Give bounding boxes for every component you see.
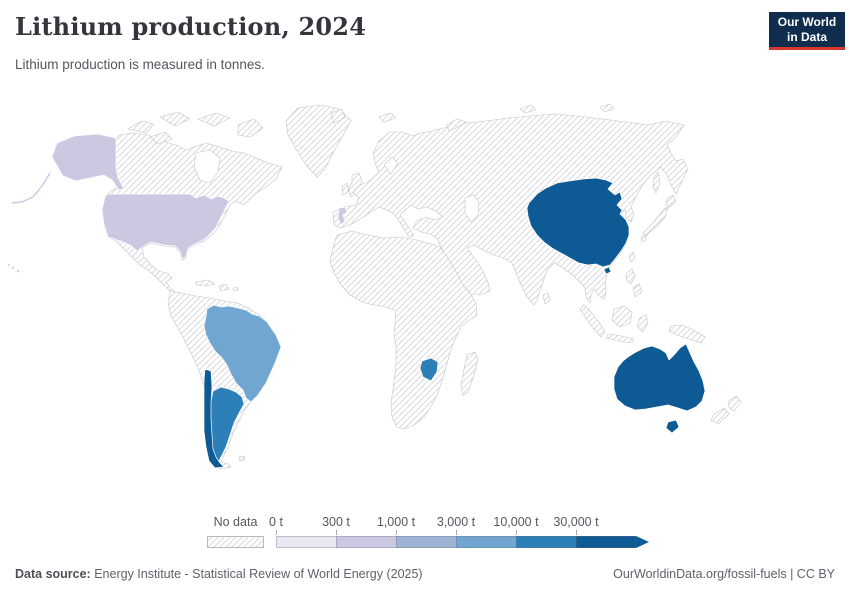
page-subtitle: Lithium production is measured in tonnes… (15, 57, 265, 72)
legend-no-data-label: No data (213, 515, 258, 529)
country-portugal[interactable] (337, 206, 348, 226)
landmass-japan (640, 194, 677, 243)
footer: Data source: Energy Institute - Statisti… (15, 567, 835, 581)
legend-bin-0[interactable] (276, 536, 336, 548)
legend-color-bar (276, 536, 636, 548)
landmass-greenland (285, 104, 352, 178)
legend-tick-5: 30,000 t (553, 515, 599, 529)
landmass-madagascar (460, 351, 479, 397)
country-united-states[interactable] (101, 193, 230, 260)
legend-no-data-swatch[interactable] (207, 536, 264, 548)
landmass-new-zealand (710, 395, 742, 425)
legend-bin-1[interactable] (336, 536, 396, 548)
data-source-note: Data source: Energy Institute - Statisti… (15, 567, 423, 581)
country-argentina[interactable] (209, 386, 245, 462)
legend-bin-3[interactable] (456, 536, 516, 548)
landmass-sri-lanka (542, 292, 551, 305)
country-china[interactable] (526, 177, 630, 275)
landmass-philippines (625, 268, 643, 298)
country-chile[interactable] (203, 368, 225, 469)
country-australia[interactable] (613, 343, 706, 434)
landmass-caribbean (195, 279, 239, 292)
legend-tick-3: 3,000 t (436, 515, 476, 529)
legend-bin-4[interactable] (516, 536, 576, 548)
landmass-arctic-islands (127, 111, 264, 145)
data-source-label: Data source: (15, 567, 91, 581)
legend-tickmark (516, 530, 517, 535)
legend-tickmark (456, 530, 457, 535)
country-united-states-alaska[interactable] (51, 133, 125, 191)
legend-tick-1: 300 t (322, 515, 350, 529)
owid-logo[interactable]: Our World in Data (769, 12, 845, 50)
legend-tick-4: 10,000 t (493, 515, 539, 529)
country-brazil[interactable] (203, 304, 282, 403)
legend-arrow-cap (636, 536, 649, 548)
owid-logo-line2: in Data (786, 30, 827, 44)
hawaii-islands (7, 263, 20, 273)
landmass-indonesia (579, 304, 706, 344)
legend-tick-0: 0 t (269, 515, 283, 529)
page-title: Lithium production, 2024 (15, 12, 367, 41)
no-data-landmasses (51, 103, 742, 470)
data-source-text: Energy Institute - Statistical Review of… (90, 567, 423, 581)
country-zimbabwe[interactable] (419, 357, 439, 382)
landmass-taiwan (628, 251, 636, 263)
country-united-states-aleutians[interactable] (11, 172, 51, 204)
legend-tick-2: 1,000 t (376, 515, 416, 529)
legend-tickmark (396, 530, 397, 535)
legend-bin-5[interactable] (576, 536, 636, 548)
legend-tickmark (576, 530, 577, 535)
landmass-iceland (330, 108, 346, 124)
data-countries (11, 133, 706, 469)
world-map (0, 95, 850, 507)
legend-tickmark (276, 530, 277, 535)
landmass-falklands (238, 455, 246, 462)
credit-link[interactable]: OurWorldinData.org/fossil-fuels | CC BY (613, 567, 835, 581)
landmass-arctic-russia-islands (378, 103, 615, 132)
legend-bin-2[interactable] (396, 536, 456, 548)
landmass-sakhalin (652, 171, 661, 194)
owid-logo-line1: Our World (777, 15, 837, 29)
legend-tickmark (336, 530, 337, 535)
landmass-africa (329, 230, 478, 430)
